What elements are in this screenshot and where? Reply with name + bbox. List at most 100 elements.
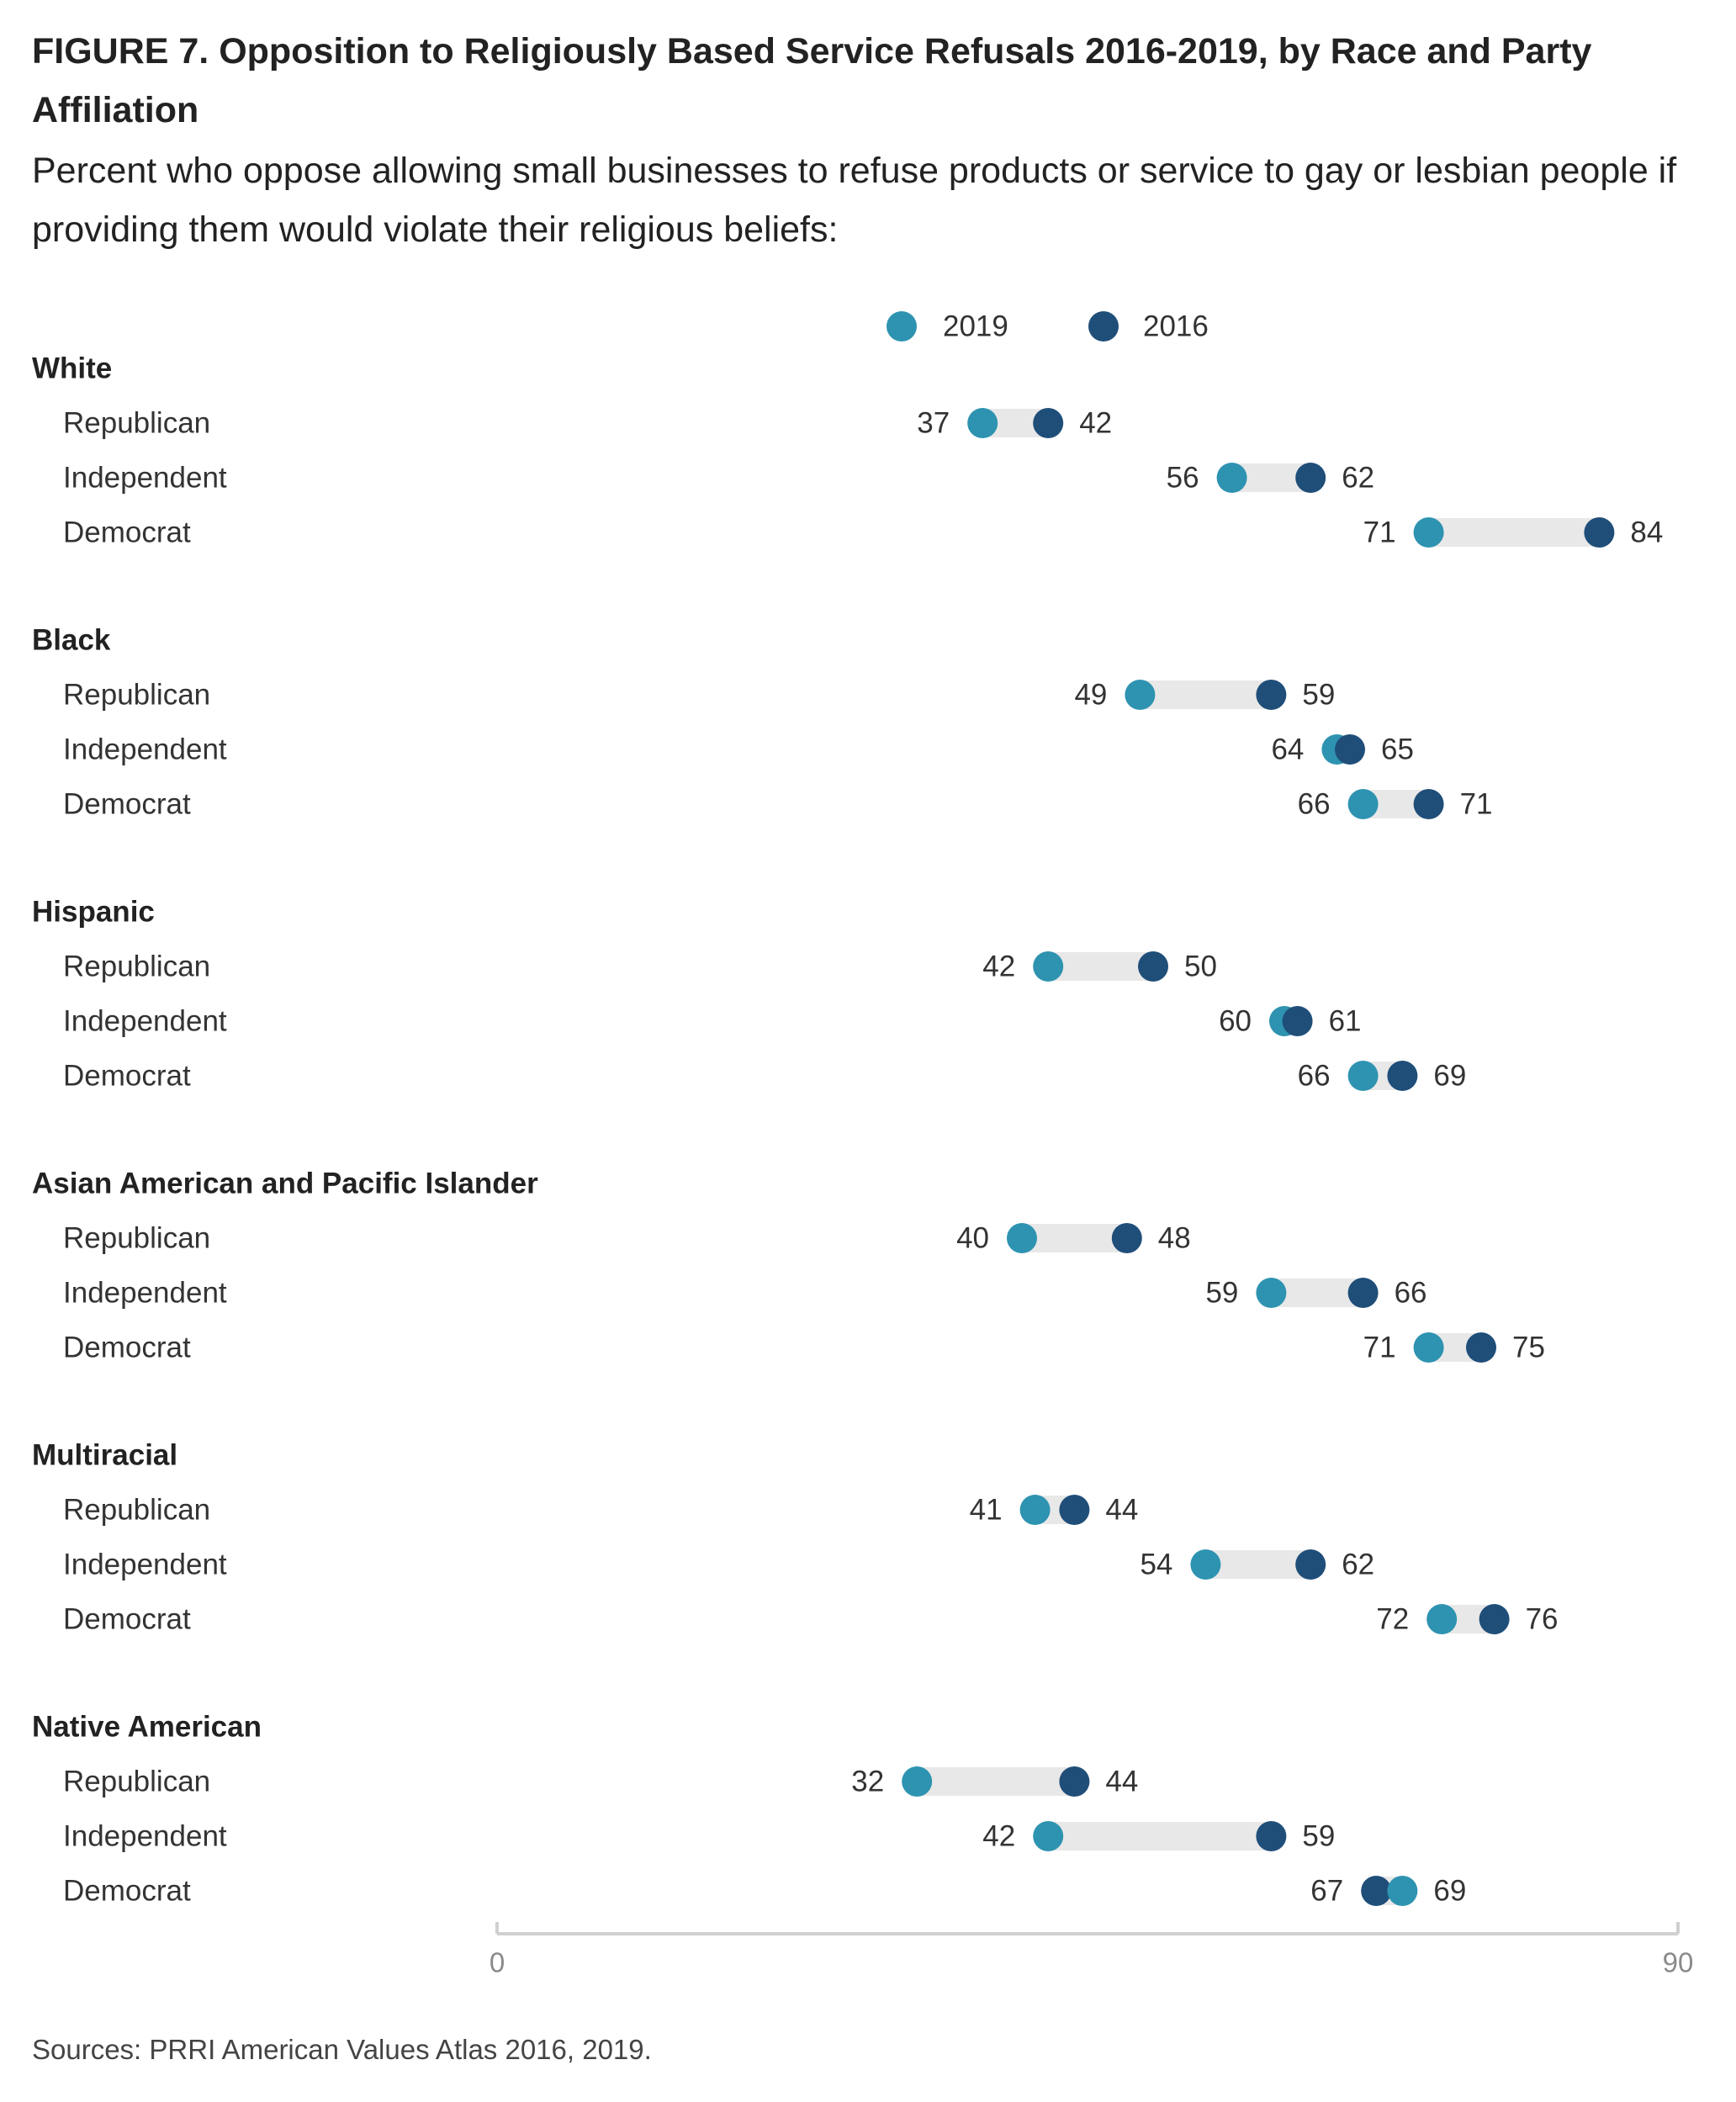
group-label: Black	[32, 624, 111, 657]
point-2019	[1125, 680, 1156, 710]
value-label-2019: 60	[1219, 1005, 1252, 1038]
value-label-2019: 69	[1433, 1875, 1466, 1908]
value-label-2019: 71	[1363, 1332, 1396, 1364]
row-label: Democrat	[63, 1332, 191, 1364]
row-label: Republican	[63, 950, 210, 983]
row-label: Democrat	[63, 1603, 191, 1636]
legend-marker-2019	[887, 311, 917, 342]
value-label-2019: 59	[1205, 1277, 1238, 1310]
value-label-2019: 37	[917, 407, 950, 440]
value-label-2019: 56	[1167, 462, 1199, 495]
row-label: Independent	[63, 1820, 227, 1853]
value-label-2016: 42	[1079, 407, 1112, 440]
value-label-2016: 75	[1512, 1332, 1545, 1364]
value-label-2016: 62	[1342, 1549, 1374, 1581]
row-label: Republican	[63, 1766, 210, 1798]
value-label-2019: 54	[1140, 1549, 1172, 1581]
point-2019	[1347, 789, 1379, 819]
x-tick-label: 90	[1663, 1947, 1694, 1978]
value-label-2016: 50	[1184, 950, 1217, 983]
point-2016	[1466, 1332, 1496, 1363]
range-bar	[917, 1767, 1075, 1796]
range-bar	[1140, 680, 1272, 709]
group-label: Native American	[32, 1711, 262, 1744]
group-label: Asian American and Pacific Islander	[32, 1167, 538, 1200]
point-2019	[1007, 1223, 1037, 1253]
point-2019	[967, 408, 998, 438]
value-label-2019: 66	[1298, 1060, 1331, 1093]
chart-subtitle: Percent who oppose allowing small busine…	[32, 151, 1677, 250]
row-label: Democrat	[63, 516, 191, 549]
point-2016	[1111, 1223, 1142, 1253]
value-label-2019: 72	[1376, 1603, 1409, 1636]
point-2019	[1413, 1332, 1444, 1363]
row-label: Democrat	[63, 788, 191, 821]
point-2016	[1059, 1495, 1090, 1525]
value-label-2019: 71	[1363, 516, 1396, 549]
value-label-2019: 41	[970, 1494, 1003, 1527]
value-label-2016: 66	[1395, 1277, 1427, 1310]
point-2016	[1479, 1604, 1510, 1634]
legend-marker-2016	[1088, 311, 1119, 342]
row-label: Democrat	[63, 1875, 191, 1908]
chart-title: FIGURE 7. Opposition to Religiously Base…	[32, 31, 1592, 130]
value-label-2016: 69	[1433, 1060, 1466, 1093]
row-label: Independent	[63, 462, 227, 495]
range-bar	[1022, 1224, 1127, 1252]
value-label-2019: 40	[956, 1222, 989, 1255]
point-2019	[1216, 463, 1247, 493]
value-label-2019: 42	[982, 950, 1015, 983]
range-bar	[1271, 1279, 1363, 1307]
value-label-2016: 59	[1302, 679, 1335, 712]
point-2019	[1190, 1549, 1221, 1580]
value-label-2019: 42	[982, 1820, 1015, 1853]
point-2016	[1033, 408, 1064, 438]
row-label: Independent	[63, 1277, 227, 1310]
point-2016	[1295, 1549, 1326, 1580]
point-2019	[1033, 1821, 1064, 1851]
source-note: Sources: PRRI American Values Atlas 2016…	[32, 2034, 652, 2065]
value-label-2016: 62	[1342, 462, 1374, 495]
range-bar	[1048, 952, 1153, 981]
range-bar	[1205, 1550, 1311, 1579]
value-label-2016: 48	[1158, 1222, 1191, 1255]
group-label: White	[32, 352, 112, 385]
point-2016	[1584, 517, 1615, 548]
point-2016	[1295, 463, 1326, 493]
point-2016	[1335, 734, 1365, 765]
point-2016	[1387, 1061, 1418, 1091]
row-label: Independent	[63, 1549, 227, 1581]
legend-label-2016: 2016	[1143, 310, 1209, 343]
point-2016	[1413, 789, 1444, 819]
value-label-2019: 49	[1074, 679, 1107, 712]
point-2016	[1059, 1766, 1090, 1797]
value-label-2016: 65	[1381, 733, 1414, 766]
value-label-2016: 44	[1105, 1766, 1138, 1798]
range-bar	[1428, 518, 1600, 547]
point-2019	[1033, 951, 1064, 982]
group-label: Multiracial	[32, 1439, 177, 1472]
point-2019	[1387, 1876, 1418, 1906]
value-label-2016: 84	[1630, 516, 1663, 549]
legend-label-2019: 2019	[943, 310, 1008, 343]
value-label-2016: 76	[1526, 1603, 1559, 1636]
value-label-2016: 59	[1302, 1820, 1335, 1853]
point-2019	[902, 1766, 933, 1797]
point-2016	[1347, 1278, 1379, 1308]
row-label: Independent	[63, 733, 227, 766]
point-2016	[1361, 1876, 1392, 1906]
value-label-2019: 66	[1298, 788, 1331, 821]
row-label: Independent	[63, 1005, 227, 1038]
row-label: Democrat	[63, 1060, 191, 1093]
value-label-2016: 71	[1460, 788, 1493, 821]
value-label-2019: 32	[851, 1766, 884, 1798]
value-label-2016: 61	[1329, 1005, 1362, 1038]
row-label: Republican	[63, 679, 210, 712]
point-2019	[1019, 1495, 1051, 1525]
value-label-2019: 64	[1271, 733, 1304, 766]
point-2016	[1282, 1006, 1313, 1036]
row-label: Republican	[63, 1222, 210, 1255]
x-tick-label: 0	[490, 1947, 505, 1978]
point-2019	[1426, 1604, 1458, 1634]
point-2016	[1256, 1821, 1287, 1851]
